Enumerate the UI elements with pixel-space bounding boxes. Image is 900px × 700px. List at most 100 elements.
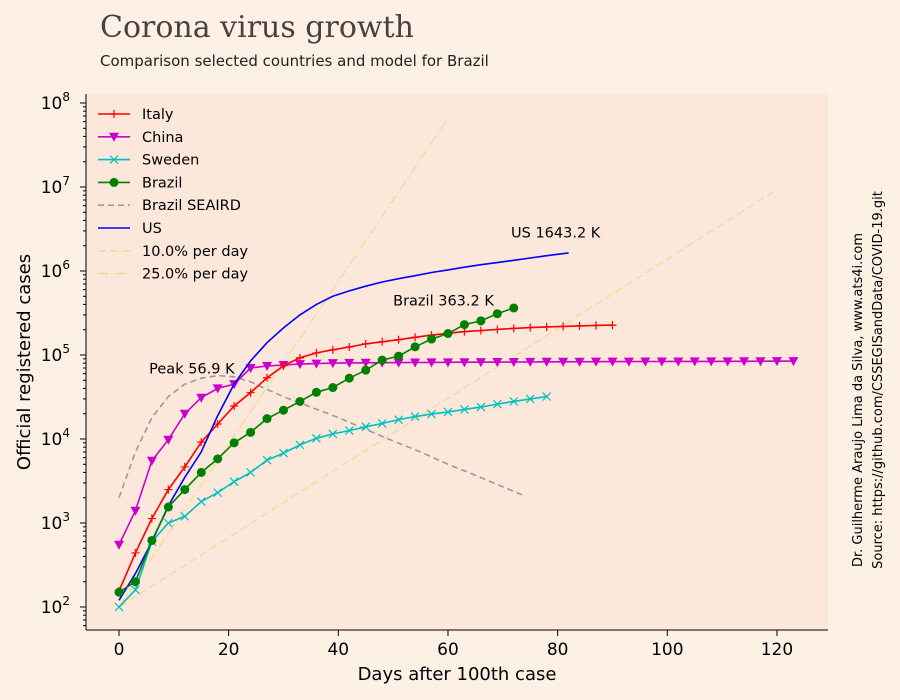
annotation-label: US 1643.2 K <box>511 226 601 242</box>
legend-item-china: China <box>98 130 183 146</box>
triangle-marker <box>673 357 684 367</box>
circle-marker <box>459 320 469 330</box>
y-tick-label: 104 <box>41 426 70 450</box>
circle-marker <box>213 454 223 464</box>
x-marker <box>525 394 535 404</box>
circle-marker <box>180 485 190 495</box>
plus-marker <box>608 321 617 330</box>
x-marker <box>460 404 469 414</box>
triangle-marker <box>508 357 519 367</box>
legend-label: China <box>142 130 183 146</box>
triangle-marker <box>722 357 733 367</box>
plus-marker <box>147 514 156 523</box>
circle-marker <box>377 355 387 365</box>
x-marker <box>213 488 223 498</box>
circle-marker <box>163 502 173 512</box>
circle-marker <box>443 329 453 339</box>
triangle-marker <box>541 357 552 367</box>
circle-marker <box>328 383 338 393</box>
legend-label: US <box>142 221 162 237</box>
legend-item-brazil: Brazil <box>98 175 182 191</box>
legend-item-10-0-per-day: 10.0% per day <box>98 244 248 260</box>
triangle-marker <box>706 357 717 367</box>
annotation-label: Brazil 363.2 K <box>393 293 494 309</box>
triangle-marker <box>623 357 634 367</box>
series-line-us <box>118 252 569 601</box>
chart-subtitle: Comparison selected countries and model … <box>100 52 489 70</box>
circle-marker <box>410 342 420 352</box>
x-marker <box>131 585 140 595</box>
triangle-marker <box>360 358 371 368</box>
circle-marker <box>246 427 256 437</box>
x-marker <box>163 518 173 528</box>
series-10-0-per-day <box>118 189 778 608</box>
triangle-marker <box>327 359 338 369</box>
triangle-marker <box>475 358 486 368</box>
triangle-marker <box>656 357 667 367</box>
triangle-marker <box>114 540 124 550</box>
triangle-marker <box>262 361 273 371</box>
plus-marker <box>526 323 535 332</box>
plus-marker <box>411 333 420 342</box>
circle-marker <box>278 405 288 415</box>
x-marker <box>492 399 502 409</box>
triangle-marker <box>344 358 355 368</box>
series-group <box>114 118 799 612</box>
legend-item-sweden: Sweden <box>98 153 199 169</box>
circle-marker <box>109 177 119 187</box>
triangle-marker <box>245 364 256 374</box>
plus-marker <box>213 419 222 428</box>
triangle-marker <box>739 357 750 367</box>
triangle-marker <box>525 357 536 367</box>
plus-marker <box>559 322 568 331</box>
x-tick-label: 0 <box>114 640 125 660</box>
y-tick-label: 105 <box>41 342 70 366</box>
legend-item-brazil-seaird: Brazil SEAIRD <box>98 198 241 214</box>
legend-label: Sweden <box>142 153 199 169</box>
plus-marker <box>575 321 584 330</box>
series-sweden <box>114 392 552 612</box>
circle-marker <box>427 334 437 344</box>
x-tick-label: 120 <box>761 640 793 660</box>
chart-title: Corona virus growth <box>100 10 414 45</box>
triangle-marker <box>212 384 223 394</box>
x-marker <box>344 426 354 435</box>
plus-marker <box>312 348 321 357</box>
annotation-label: Peak 56.9 K <box>149 362 235 378</box>
triangle-marker <box>426 358 437 368</box>
triangle-marker <box>130 506 141 516</box>
legend-label: 25.0% per day <box>142 267 248 283</box>
triangle-marker <box>689 357 700 367</box>
x-marker <box>229 477 239 487</box>
x-marker <box>246 468 256 477</box>
series-us <box>118 252 569 601</box>
series-line-brazil-seaird <box>118 374 526 498</box>
triangle-marker <box>311 359 322 369</box>
triangle-marker <box>771 357 782 367</box>
x-tick-label: 20 <box>218 640 240 660</box>
legend-item-italy: Italy <box>98 107 174 123</box>
plus-marker <box>509 324 518 333</box>
triangle-marker <box>163 435 174 445</box>
y-tick-label: 103 <box>41 510 70 534</box>
x-axis-label: Days after 100th case <box>358 664 557 685</box>
axis-ticks: 0 20 40 60 80 100 120 102 103 104 105 106 107 108 <box>41 90 793 660</box>
x-marker <box>114 602 124 612</box>
x-marker <box>410 412 420 421</box>
plus-marker <box>361 339 370 348</box>
x-tick-label: 40 <box>327 640 349 660</box>
triangle-marker <box>410 358 421 368</box>
series-brazil <box>114 303 519 597</box>
plus-marker <box>180 462 189 471</box>
triangle-marker <box>393 358 404 368</box>
x-marker <box>542 392 552 401</box>
plus-marker <box>328 345 337 354</box>
legend-label: Brazil <box>142 175 182 191</box>
series-line-10-0-per-day <box>118 189 778 608</box>
plus-marker <box>592 321 601 330</box>
circle-marker <box>130 577 140 587</box>
x-marker <box>196 497 206 506</box>
circle-marker <box>344 373 354 383</box>
x-tick-label: 100 <box>651 640 683 660</box>
